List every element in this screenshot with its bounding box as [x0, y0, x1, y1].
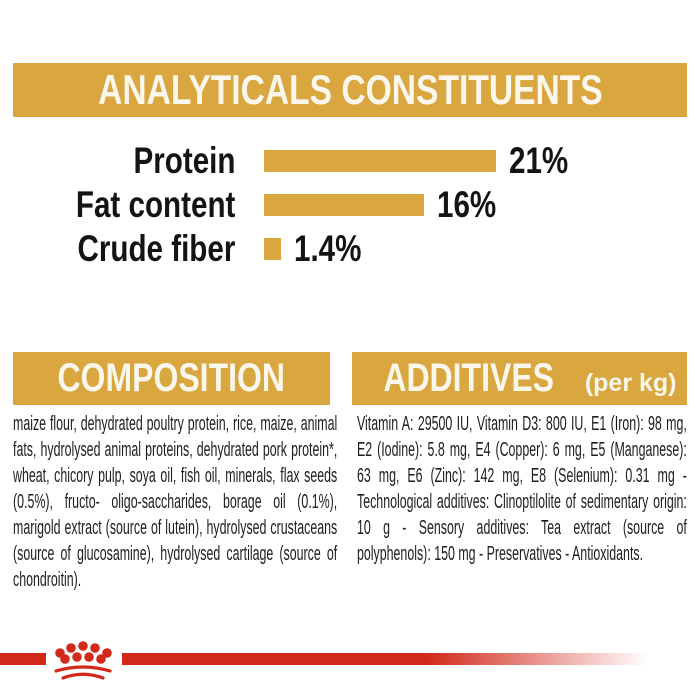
chart-row-crude-fiber: Crude fiber 1.4% [0, 227, 700, 271]
composition-text: maize flour, dehydrated poultry protein,… [13, 413, 338, 591]
fat-content-value: 16% [437, 184, 497, 225]
additives-text: Vitamin A: 29500 IU, Vitamin D3: 800 IU,… [357, 413, 687, 565]
royal-canin-crown-logo-icon [54, 641, 112, 680]
crude-fiber-value: 1.4% [294, 228, 362, 269]
chart-row-protein: Protein 21% [0, 139, 700, 183]
analyticals-constituents-title: ANALYTICALS CONSTITUENTS [97, 66, 603, 113]
protein-label: Protein [133, 140, 235, 181]
footer-rule-right [122, 653, 648, 665]
footer-rule-left [0, 653, 46, 665]
analyticals-constituents-header: ANALYTICALS CONSTITUENTS [13, 63, 687, 117]
fat-content-label: Fat content [75, 184, 235, 225]
additives-per-kg-label: (per kg) [584, 369, 677, 397]
fat-content-bar [264, 194, 424, 216]
analytical-constituents-chart: Protein 21% Fat content 16% Crude fiber … [0, 139, 700, 271]
composition-header: COMPOSITION [13, 352, 330, 405]
protein-value: 21% [509, 140, 569, 181]
protein-bar [264, 150, 496, 172]
composition-title: COMPOSITION [57, 356, 286, 400]
chart-row-fat-content: Fat content 16% [0, 183, 700, 227]
composition-body: maize flour, dehydrated poultry protein,… [13, 411, 337, 593]
additives-body: Vitamin A: 29500 IU, Vitamin D3: 800 IU,… [357, 411, 687, 567]
additives-title: ADDITIVES [383, 356, 555, 400]
crude-fiber-bar [264, 238, 281, 260]
crude-fiber-label: Crude fiber [77, 228, 235, 269]
additives-header: ADDITIVES (per kg) [352, 352, 687, 405]
